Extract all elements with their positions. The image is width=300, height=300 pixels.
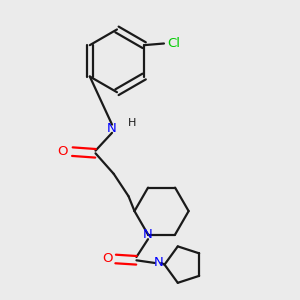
Text: N: N (107, 122, 117, 135)
Text: N: N (154, 256, 164, 269)
Text: O: O (58, 145, 68, 158)
Text: H: H (128, 118, 136, 128)
Text: N: N (143, 228, 153, 241)
Text: O: O (102, 253, 112, 266)
Text: Cl: Cl (167, 37, 180, 50)
